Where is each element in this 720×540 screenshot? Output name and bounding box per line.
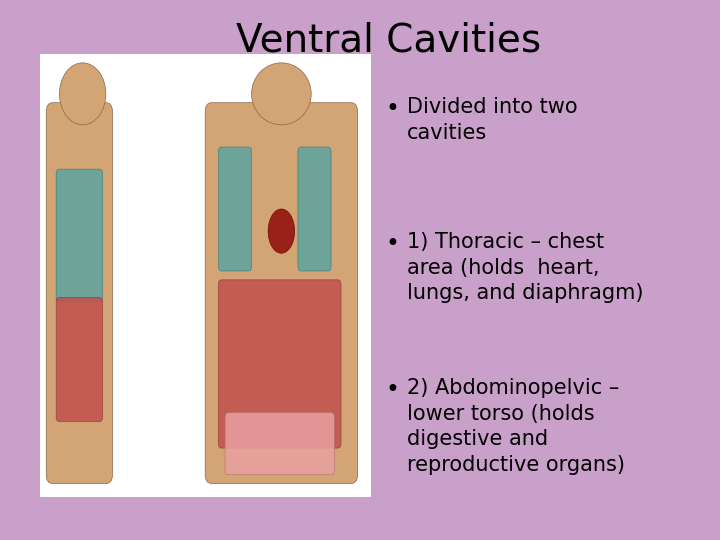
FancyBboxPatch shape [46,103,112,483]
Text: Divided into two
cavities: Divided into two cavities [407,97,577,143]
Ellipse shape [60,63,106,125]
Ellipse shape [268,209,294,253]
FancyBboxPatch shape [56,169,102,302]
Text: 1) Thoracic – chest
area (holds  heart,
lungs, and diaphragm): 1) Thoracic – chest area (holds heart, l… [407,232,643,303]
Text: Ventral Cavities: Ventral Cavities [236,22,541,59]
FancyBboxPatch shape [225,413,334,475]
FancyBboxPatch shape [205,103,358,483]
FancyBboxPatch shape [40,54,371,497]
Text: •: • [385,378,399,402]
FancyBboxPatch shape [218,147,251,271]
Text: •: • [385,232,399,256]
FancyBboxPatch shape [56,298,102,422]
Text: •: • [385,97,399,121]
FancyBboxPatch shape [218,280,341,448]
Ellipse shape [251,63,311,125]
Text: 2) Abdominopelvic –
lower torso (holds
digestive and
reproductive organs): 2) Abdominopelvic – lower torso (holds d… [407,378,625,475]
FancyBboxPatch shape [298,147,331,271]
